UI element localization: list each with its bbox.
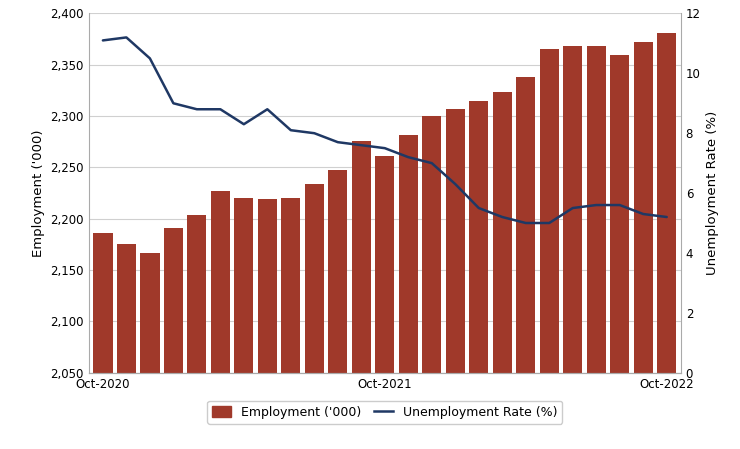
Y-axis label: Employment ('000): Employment ('000): [32, 129, 45, 257]
Bar: [258, 199, 277, 449]
Bar: [516, 77, 535, 449]
Bar: [422, 116, 442, 449]
Bar: [117, 244, 136, 449]
Bar: [633, 42, 653, 449]
Legend: Employment ('000), Unemployment Rate (%): Employment ('000), Unemployment Rate (%): [207, 401, 562, 424]
Bar: [235, 198, 254, 449]
Y-axis label: Unemployment Rate (%): Unemployment Rate (%): [706, 111, 719, 275]
Bar: [141, 253, 160, 449]
Bar: [657, 33, 676, 449]
Bar: [305, 184, 324, 449]
Bar: [93, 233, 112, 449]
Bar: [399, 135, 418, 449]
Bar: [281, 198, 300, 449]
Bar: [610, 54, 629, 449]
Bar: [563, 46, 582, 449]
Bar: [164, 228, 183, 449]
Bar: [211, 191, 230, 449]
Bar: [493, 92, 512, 449]
Bar: [539, 49, 559, 449]
Bar: [328, 171, 348, 449]
Bar: [469, 101, 488, 449]
Bar: [587, 46, 606, 449]
Bar: [445, 109, 465, 449]
Bar: [375, 156, 394, 449]
Bar: [187, 215, 206, 449]
Bar: [352, 141, 371, 449]
